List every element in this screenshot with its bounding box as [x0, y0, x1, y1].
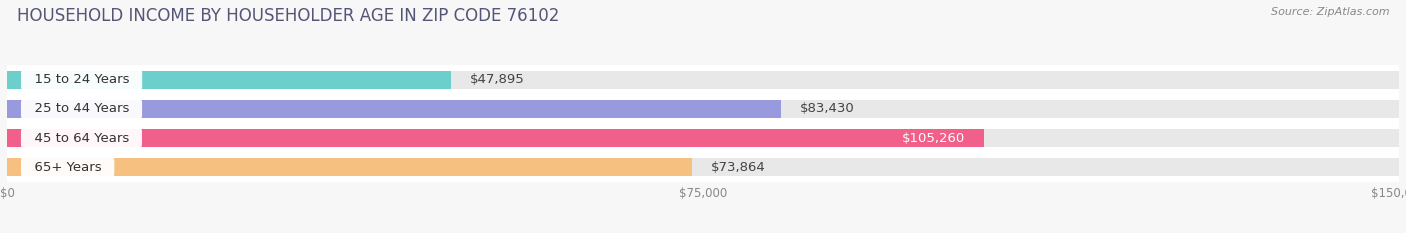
Text: $83,430: $83,430	[800, 103, 855, 115]
Text: 65+ Years: 65+ Years	[25, 161, 110, 174]
Bar	[7, 100, 782, 118]
Bar	[7, 71, 451, 89]
Text: Source: ZipAtlas.com: Source: ZipAtlas.com	[1271, 7, 1389, 17]
Bar	[7, 71, 1399, 89]
Text: 45 to 64 Years: 45 to 64 Years	[25, 132, 138, 144]
Text: $73,864: $73,864	[711, 161, 766, 174]
Text: 25 to 44 Years: 25 to 44 Years	[25, 103, 138, 115]
Bar	[7, 158, 1399, 176]
Bar	[7, 129, 1399, 147]
Bar	[7, 129, 984, 147]
Bar	[7, 100, 1399, 118]
Text: $47,895: $47,895	[470, 73, 524, 86]
Text: HOUSEHOLD INCOME BY HOUSEHOLDER AGE IN ZIP CODE 76102: HOUSEHOLD INCOME BY HOUSEHOLDER AGE IN Z…	[17, 7, 560, 25]
Text: $105,260: $105,260	[903, 132, 966, 144]
Bar	[7, 158, 693, 176]
Text: 15 to 24 Years: 15 to 24 Years	[25, 73, 138, 86]
